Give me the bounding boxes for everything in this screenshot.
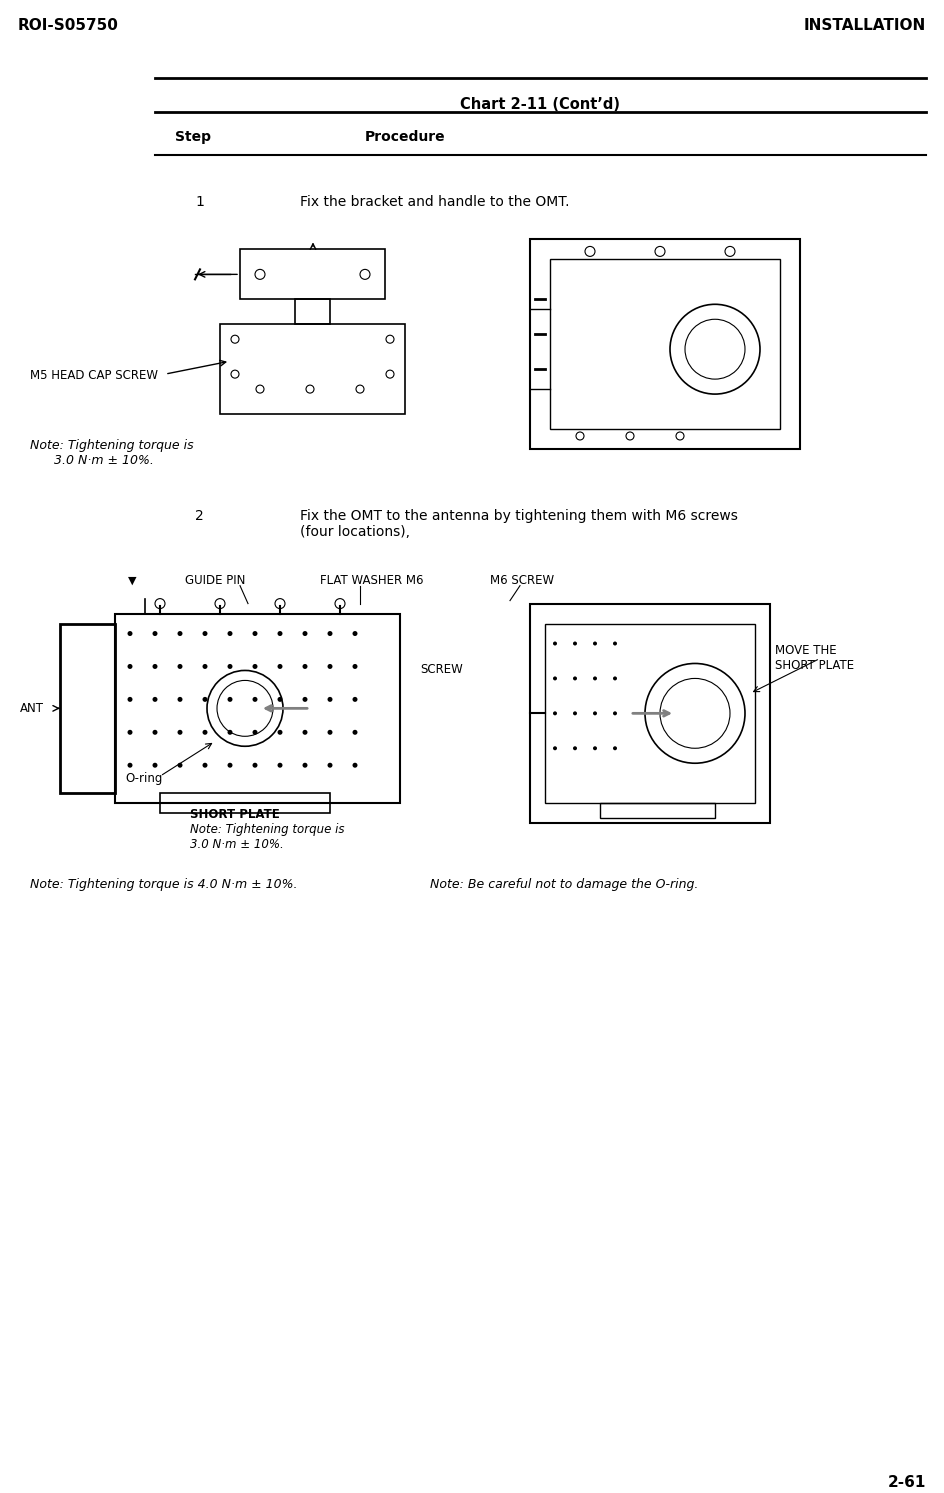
Circle shape xyxy=(203,730,208,735)
Circle shape xyxy=(203,664,208,669)
Circle shape xyxy=(553,676,557,681)
Circle shape xyxy=(177,730,182,735)
Circle shape xyxy=(328,664,332,669)
Text: Note: Tightening torque is 4.0 N·m ± 10%.: Note: Tightening torque is 4.0 N·m ± 10%… xyxy=(30,878,297,891)
Text: Note: Tightening torque is
      3.0 N·m ± 10%.: Note: Tightening torque is 3.0 N·m ± 10%… xyxy=(30,439,194,467)
Circle shape xyxy=(302,632,308,636)
Circle shape xyxy=(328,763,332,767)
Circle shape xyxy=(127,664,132,669)
Circle shape xyxy=(352,664,358,669)
Circle shape xyxy=(228,697,232,702)
Text: Fix the bracket and handle to the OMT.: Fix the bracket and handle to the OMT. xyxy=(300,194,569,209)
Text: SHORT PLATE: SHORT PLATE xyxy=(190,808,279,821)
Circle shape xyxy=(203,632,208,636)
Text: SCREW: SCREW xyxy=(420,663,463,676)
Circle shape xyxy=(127,730,132,735)
Circle shape xyxy=(302,763,308,767)
Circle shape xyxy=(177,697,182,702)
Circle shape xyxy=(328,632,332,636)
Circle shape xyxy=(613,746,617,751)
Circle shape xyxy=(127,697,132,702)
Circle shape xyxy=(153,664,158,669)
Text: Note: Tightening torque is
3.0 N·m ± 10%.: Note: Tightening torque is 3.0 N·m ± 10%… xyxy=(190,823,345,851)
Circle shape xyxy=(278,763,282,767)
Text: M6 SCREW: M6 SCREW xyxy=(490,573,554,587)
Circle shape xyxy=(573,711,577,715)
Circle shape xyxy=(302,730,308,735)
Circle shape xyxy=(613,676,617,681)
Text: Chart 2-11 (Cont’d): Chart 2-11 (Cont’d) xyxy=(460,97,620,112)
Circle shape xyxy=(252,697,258,702)
Text: O-ring: O-ring xyxy=(125,772,162,785)
Circle shape xyxy=(352,697,358,702)
Text: ROI-S05750: ROI-S05750 xyxy=(18,18,119,33)
Circle shape xyxy=(177,632,182,636)
Circle shape xyxy=(252,763,258,767)
Circle shape xyxy=(328,730,332,735)
Text: INSTALLATION: INSTALLATION xyxy=(803,18,926,33)
Circle shape xyxy=(177,664,182,669)
Circle shape xyxy=(302,664,308,669)
Circle shape xyxy=(177,763,182,767)
Circle shape xyxy=(553,746,557,751)
Circle shape xyxy=(127,763,132,767)
Circle shape xyxy=(553,642,557,645)
Circle shape xyxy=(613,711,617,715)
Text: 2: 2 xyxy=(195,509,204,523)
Circle shape xyxy=(573,746,577,751)
Text: M5 HEAD CAP SCREW: M5 HEAD CAP SCREW xyxy=(30,369,158,382)
Circle shape xyxy=(593,711,597,715)
Circle shape xyxy=(352,632,358,636)
Circle shape xyxy=(203,697,208,702)
Circle shape xyxy=(278,664,282,669)
Text: Fix the OMT to the antenna by tightening them with M6 screws
(four locations),: Fix the OMT to the antenna by tightening… xyxy=(300,509,738,539)
Circle shape xyxy=(553,711,557,715)
Text: Step: Step xyxy=(175,130,211,143)
Text: 1: 1 xyxy=(195,194,204,209)
Text: MOVE THE
SHORT PLATE: MOVE THE SHORT PLATE xyxy=(775,643,854,672)
Text: ANT: ANT xyxy=(20,702,44,715)
Circle shape xyxy=(228,763,232,767)
Circle shape xyxy=(328,697,332,702)
Text: FLAT WASHER M6: FLAT WASHER M6 xyxy=(320,573,424,587)
Circle shape xyxy=(203,763,208,767)
Circle shape xyxy=(153,632,158,636)
Circle shape xyxy=(593,676,597,681)
Circle shape xyxy=(153,763,158,767)
Circle shape xyxy=(613,642,617,645)
Text: Procedure: Procedure xyxy=(365,130,446,143)
Circle shape xyxy=(352,763,358,767)
Circle shape xyxy=(228,632,232,636)
Circle shape xyxy=(252,632,258,636)
Circle shape xyxy=(278,730,282,735)
Circle shape xyxy=(228,664,232,669)
Circle shape xyxy=(153,697,158,702)
Circle shape xyxy=(228,730,232,735)
Text: Note: Be careful not to damage the O-ring.: Note: Be careful not to damage the O-rin… xyxy=(430,878,699,891)
Circle shape xyxy=(593,642,597,645)
Circle shape xyxy=(153,730,158,735)
Circle shape xyxy=(593,746,597,751)
Text: ▼: ▼ xyxy=(127,576,136,585)
Circle shape xyxy=(252,730,258,735)
Text: 2-61: 2-61 xyxy=(887,1475,926,1490)
Circle shape xyxy=(127,632,132,636)
Circle shape xyxy=(573,642,577,645)
Circle shape xyxy=(278,697,282,702)
Circle shape xyxy=(302,697,308,702)
Text: GUIDE PIN: GUIDE PIN xyxy=(185,573,245,587)
Circle shape xyxy=(278,632,282,636)
Circle shape xyxy=(252,664,258,669)
Circle shape xyxy=(573,676,577,681)
Circle shape xyxy=(352,730,358,735)
